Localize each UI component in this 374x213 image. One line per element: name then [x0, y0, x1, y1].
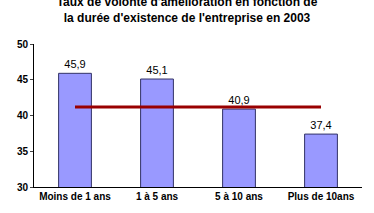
- svg-text:Taux de volonté d'amélioration: Taux de volonté d'amélioration en foncti…: [57, 0, 318, 25]
- svg-text:1 à 5 ans: 1 à 5 ans: [136, 191, 179, 202]
- svg-text:Plus de 10ans: Plus de 10ans: [288, 191, 355, 202]
- svg-text:45,9: 45,9: [64, 58, 85, 70]
- svg-text:40: 40: [17, 110, 29, 121]
- svg-text:50: 50: [17, 39, 29, 50]
- svg-text:35: 35: [17, 146, 29, 157]
- svg-text:45,1: 45,1: [146, 64, 167, 76]
- svg-text:5 à 10 ans: 5 à 10 ans: [215, 191, 263, 202]
- svg-text:40,9: 40,9: [228, 94, 249, 106]
- svg-text:Moins de 1 ans: Moins de 1 ans: [39, 191, 111, 202]
- svg-text:45: 45: [17, 74, 29, 85]
- svg-text:30: 30: [17, 182, 29, 193]
- svg-text:37,4: 37,4: [310, 119, 331, 131]
